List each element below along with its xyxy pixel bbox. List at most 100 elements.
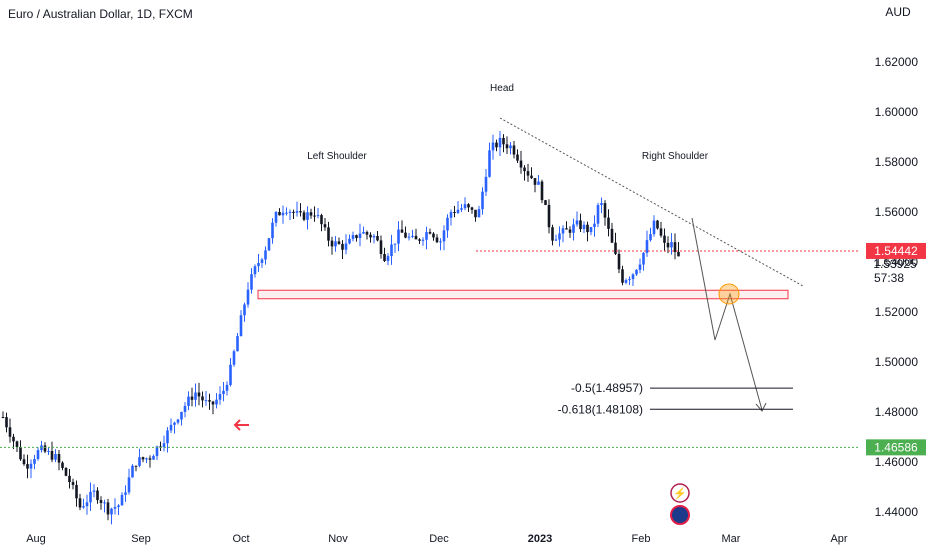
candle-body	[120, 494, 124, 506]
candle-body	[474, 209, 477, 218]
candle-body	[103, 502, 106, 504]
candle-body	[253, 266, 257, 275]
price-badge-green-text: 1.46586	[874, 440, 918, 454]
candle-body	[8, 427, 12, 437]
candle-body	[337, 241, 341, 244]
x-tick-label: 2023	[528, 533, 552, 545]
candle-body	[348, 238, 351, 244]
candle-body	[673, 242, 677, 252]
candle-body	[43, 445, 47, 452]
candle-body	[414, 235, 418, 240]
y-tick-label: 1.50000	[875, 355, 919, 369]
candle-body	[215, 399, 218, 405]
candle-body	[526, 171, 530, 176]
candle-body	[432, 233, 435, 238]
candle-body	[351, 235, 355, 239]
chart-title: Euro / Australian Dollar, 1D, FXCM	[8, 7, 193, 21]
candle-body	[400, 229, 404, 233]
candle-body	[271, 222, 274, 239]
candle-body	[330, 240, 334, 247]
candle-body	[68, 475, 71, 483]
candle-body	[131, 465, 134, 478]
time-axis: Aug Sep Oct Nov Dec 2023 Feb Mar Apr	[26, 533, 848, 545]
candle-body	[467, 204, 470, 208]
candle-body	[516, 154, 519, 161]
candle-body	[537, 181, 540, 185]
y-tick-label: 1.58000	[875, 155, 919, 169]
candle-body	[106, 502, 110, 515]
candle-body	[274, 211, 278, 223]
candle-body	[565, 228, 568, 230]
candle-body	[141, 457, 145, 460]
candle-body	[148, 458, 152, 460]
candle-body	[379, 240, 383, 254]
candle-body	[33, 459, 36, 464]
lightning-icon	[670, 483, 690, 503]
candle-body	[421, 239, 425, 241]
candle-body	[26, 464, 29, 469]
candle-body	[19, 446, 22, 460]
candle-body	[323, 224, 327, 228]
x-tick-label: Oct	[232, 533, 249, 545]
flag-icon	[670, 505, 690, 525]
candle-body	[411, 235, 414, 237]
candle-body	[117, 505, 120, 508]
head-label: Head	[490, 83, 514, 94]
candle-body	[1, 417, 5, 418]
candle-body	[614, 242, 617, 254]
candle-body	[505, 144, 509, 149]
candle-body	[628, 279, 631, 281]
candle-body	[600, 203, 603, 206]
price-badge-red-text: 1.54442	[874, 244, 918, 258]
candle-body	[561, 228, 565, 234]
candle-body	[642, 252, 645, 265]
candle-body	[509, 145, 512, 149]
candle-body	[222, 390, 225, 395]
candle-body	[82, 506, 85, 508]
candle-body	[47, 451, 50, 453]
candle-body	[383, 253, 386, 261]
y-tick-label: 1.46000	[875, 455, 919, 469]
x-tick-label: Aug	[26, 533, 46, 545]
candle-body	[558, 233, 561, 240]
candle-body	[540, 181, 544, 201]
candle-body	[316, 215, 320, 217]
candle-body	[428, 232, 432, 234]
y-tick-label: 1.62000	[875, 55, 919, 69]
candle-body	[656, 220, 659, 229]
candle-body	[127, 477, 131, 493]
candle-body	[292, 211, 295, 213]
candle-body	[302, 212, 306, 220]
candle-body	[278, 211, 281, 216]
price-axis: AUD1.620001.600001.580001.560001.540001.…	[866, 5, 926, 519]
candle-body	[481, 191, 484, 210]
candle-body	[495, 142, 498, 148]
candle-body	[246, 289, 250, 305]
candle-body	[470, 207, 474, 210]
candle-body	[176, 419, 180, 423]
candle-body	[309, 212, 313, 216]
candle-body	[418, 239, 421, 241]
candle-body	[344, 243, 348, 250]
candle-body	[635, 269, 638, 275]
candle-body	[369, 234, 372, 238]
candle-body	[61, 462, 64, 468]
candle-body	[229, 364, 232, 385]
candle-body	[155, 446, 159, 456]
candle-body	[313, 215, 316, 217]
x-tick-label: Nov	[328, 533, 348, 545]
candle-body	[334, 241, 337, 247]
x-tick-label: Feb	[632, 533, 651, 545]
price-badge-red	[866, 242, 926, 259]
candles-layer	[1, 131, 680, 525]
candle-body	[134, 465, 138, 467]
candle-body	[659, 228, 663, 236]
candle-body	[596, 205, 600, 224]
candle-body	[502, 137, 505, 145]
candle-body	[187, 396, 190, 406]
candle-body	[169, 424, 173, 431]
fib-label: -0.5(1.48957)	[571, 381, 643, 395]
y-tick-label: 1.52000	[875, 305, 919, 319]
candle-body	[54, 453, 57, 460]
